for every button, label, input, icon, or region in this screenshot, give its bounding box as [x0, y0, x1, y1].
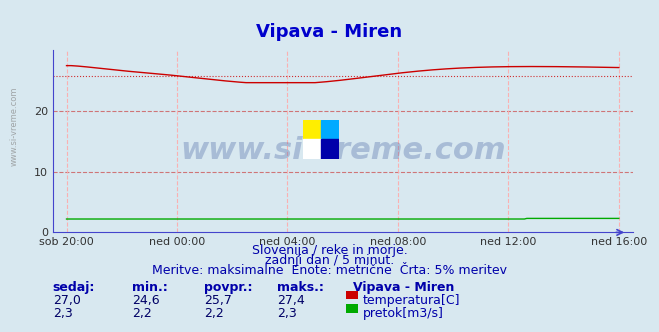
Text: 25,7: 25,7	[204, 294, 232, 307]
Bar	[303, 120, 322, 139]
Bar	[303, 139, 322, 159]
Text: 2,3: 2,3	[277, 307, 297, 320]
Text: www.si-vreme.com: www.si-vreme.com	[10, 86, 19, 166]
Text: 2,3: 2,3	[53, 307, 72, 320]
Text: povpr.:: povpr.:	[204, 281, 253, 293]
Text: 2,2: 2,2	[132, 307, 152, 320]
Text: sedaj:: sedaj:	[53, 281, 95, 293]
Text: pretok[m3/s]: pretok[m3/s]	[362, 307, 444, 320]
Text: 27,0: 27,0	[53, 294, 80, 307]
Text: www.si-vreme.com: www.si-vreme.com	[180, 136, 505, 165]
Text: 2,2: 2,2	[204, 307, 224, 320]
Text: zadnji dan / 5 minut.: zadnji dan / 5 minut.	[265, 254, 394, 267]
Bar	[322, 120, 339, 139]
Text: 24,6: 24,6	[132, 294, 159, 307]
Text: 27,4: 27,4	[277, 294, 304, 307]
Text: Vipava - Miren: Vipava - Miren	[353, 281, 454, 293]
Text: maks.:: maks.:	[277, 281, 324, 293]
Text: temperatura[C]: temperatura[C]	[362, 294, 460, 307]
Bar	[322, 139, 339, 159]
Text: min.:: min.:	[132, 281, 167, 293]
Text: Vipava - Miren: Vipava - Miren	[256, 23, 403, 41]
Text: Meritve: maksimalne  Enote: metrične  Črta: 5% meritev: Meritve: maksimalne Enote: metrične Črta…	[152, 264, 507, 277]
Text: Slovenija / reke in morje.: Slovenija / reke in morje.	[252, 244, 407, 257]
